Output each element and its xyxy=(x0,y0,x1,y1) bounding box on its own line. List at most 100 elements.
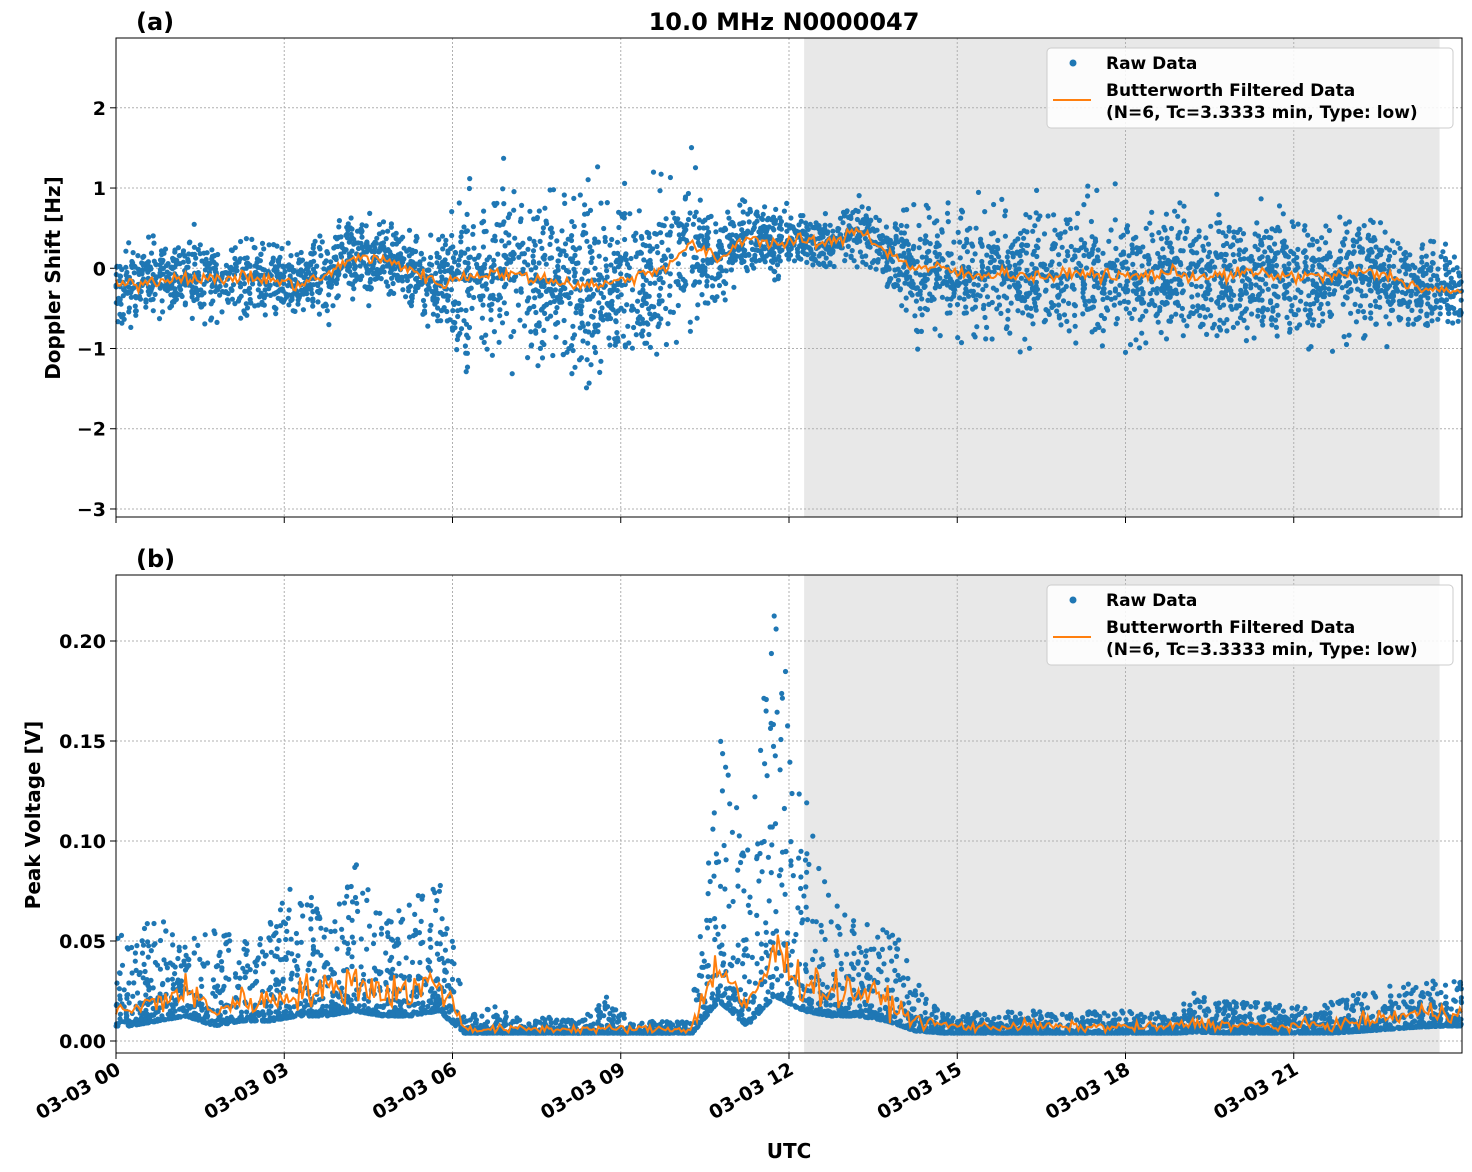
raw-point xyxy=(398,236,404,242)
raw-point xyxy=(499,238,505,244)
raw-point xyxy=(751,255,758,261)
raw-point xyxy=(120,312,126,318)
raw-point xyxy=(421,256,427,262)
raw-point xyxy=(1281,292,1287,298)
raw-point xyxy=(681,225,687,231)
raw-point xyxy=(1007,263,1013,269)
raw-point xyxy=(983,283,989,289)
raw-point xyxy=(1211,321,1217,327)
raw-point xyxy=(518,289,524,295)
raw-point xyxy=(511,189,517,195)
raw-point xyxy=(1010,254,1016,260)
raw-point xyxy=(1389,238,1396,244)
raw-point xyxy=(591,329,597,335)
raw-point xyxy=(364,240,370,246)
raw-point xyxy=(390,280,396,287)
raw-point xyxy=(1337,248,1344,254)
raw-point xyxy=(1246,277,1252,283)
raw-point xyxy=(172,286,178,292)
raw-point xyxy=(1010,242,1016,248)
raw-point xyxy=(639,235,645,241)
raw-point xyxy=(687,328,694,334)
raw-point xyxy=(246,285,253,291)
raw-point xyxy=(1204,331,1210,337)
raw-point xyxy=(984,324,990,330)
raw-point xyxy=(1355,286,1361,292)
raw-point xyxy=(1205,241,1212,247)
raw-point xyxy=(1080,311,1086,317)
raw-point xyxy=(1405,321,1411,327)
raw-point xyxy=(592,236,598,242)
raw-point xyxy=(1200,305,1206,311)
raw-point xyxy=(667,271,673,277)
raw-point xyxy=(1413,298,1419,304)
raw-point xyxy=(1260,314,1267,320)
raw-point xyxy=(1157,259,1163,266)
raw-point xyxy=(865,205,872,212)
raw-point xyxy=(1011,282,1017,288)
raw-point xyxy=(957,295,963,301)
raw-point xyxy=(393,236,399,242)
raw-point xyxy=(656,292,662,299)
raw-point xyxy=(470,231,476,237)
raw-point xyxy=(1131,306,1137,312)
raw-point xyxy=(791,258,798,264)
raw-point xyxy=(998,310,1004,316)
raw-point xyxy=(689,245,695,251)
raw-point xyxy=(550,187,557,193)
raw-point xyxy=(309,290,315,297)
raw-point xyxy=(611,266,618,272)
raw-point xyxy=(1429,318,1435,324)
raw-point xyxy=(554,238,560,244)
raw-point xyxy=(947,302,953,308)
raw-point xyxy=(281,273,287,279)
raw-point xyxy=(875,259,881,265)
raw-point xyxy=(243,301,249,307)
raw-point xyxy=(282,268,288,275)
raw-point xyxy=(923,254,929,260)
raw-point xyxy=(1035,216,1041,222)
raw-point xyxy=(1038,261,1044,267)
raw-point xyxy=(1409,307,1415,313)
raw-point xyxy=(738,256,745,262)
raw-point xyxy=(1123,282,1129,289)
raw-point xyxy=(924,307,931,313)
raw-point xyxy=(1018,275,1024,281)
raw-point xyxy=(884,235,890,241)
raw-point xyxy=(519,202,525,208)
raw-point xyxy=(447,317,453,323)
raw-point xyxy=(556,275,562,281)
raw-point xyxy=(1018,242,1025,249)
raw-point xyxy=(157,267,163,273)
raw-point xyxy=(1095,285,1101,291)
raw-point xyxy=(1085,193,1091,199)
raw-point xyxy=(716,238,723,244)
raw-point xyxy=(1393,285,1399,291)
raw-point xyxy=(722,225,728,231)
raw-point xyxy=(1031,248,1037,254)
raw-point xyxy=(266,242,272,248)
raw-point xyxy=(844,951,850,957)
raw-point xyxy=(867,218,873,224)
raw-point xyxy=(658,171,664,177)
raw-point xyxy=(1424,322,1431,328)
raw-point xyxy=(1450,267,1456,273)
raw-point xyxy=(1175,232,1181,238)
raw-point xyxy=(624,261,631,267)
raw-point xyxy=(1319,235,1325,241)
raw-point xyxy=(642,340,648,346)
raw-point xyxy=(1287,320,1293,326)
raw-point xyxy=(349,226,355,232)
raw-point xyxy=(177,284,183,290)
raw-point xyxy=(592,344,598,350)
raw-point xyxy=(293,930,299,937)
raw-point xyxy=(286,262,292,268)
raw-point xyxy=(648,266,654,272)
raw-point xyxy=(454,347,460,353)
raw-point xyxy=(1289,303,1295,309)
raw-point xyxy=(1139,300,1145,306)
raw-point xyxy=(359,245,365,251)
raw-point xyxy=(842,258,848,264)
raw-point xyxy=(1387,247,1393,253)
y-tick-label: −2 xyxy=(77,419,106,441)
